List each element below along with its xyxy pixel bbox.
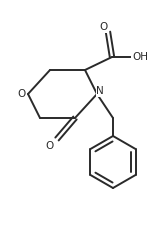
Text: N: N [96, 86, 104, 96]
Text: O: O [18, 89, 26, 99]
Text: OH: OH [132, 52, 148, 62]
Text: O: O [99, 22, 107, 32]
Text: O: O [46, 141, 54, 151]
